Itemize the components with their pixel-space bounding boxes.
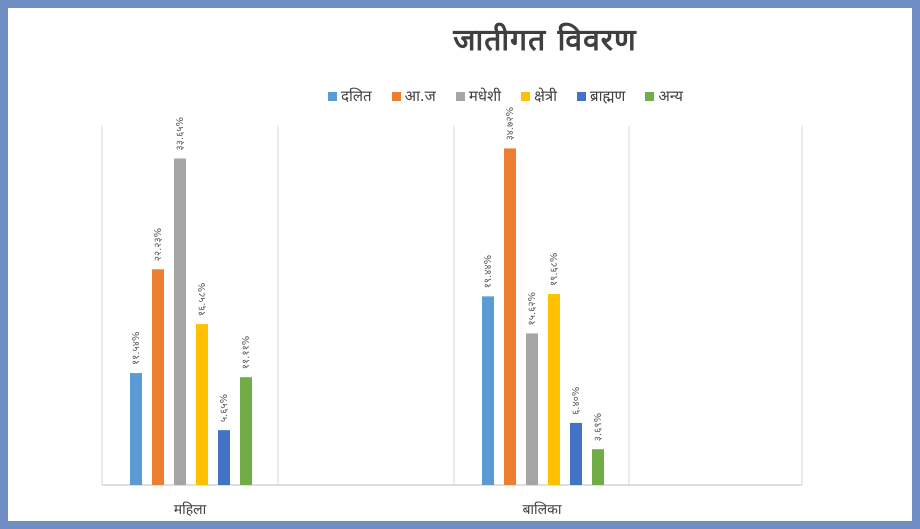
bar	[130, 373, 142, 485]
chart-title: जातीगत विवरण	[453, 23, 637, 58]
chart-frame: जातीगत विवरण दलित आ.ज मधेशी क्षेत्री ब्राह्म…	[8, 8, 912, 521]
bar	[570, 422, 582, 485]
legend-label: आ.ज	[404, 87, 436, 105]
legend-item: क्षेत्री	[521, 86, 557, 106]
bar	[482, 296, 494, 485]
data-label: १९.६८%	[549, 253, 560, 286]
data-label: ३.६९%	[593, 413, 604, 441]
legend-item: मधेशी	[455, 86, 502, 106]
data-label: ५.६५%	[219, 394, 230, 422]
legend-label: दलित	[341, 87, 372, 105]
legend-item: दलित	[328, 86, 372, 106]
data-label: १५.६२%	[527, 292, 538, 325]
legend-label: क्षेत्री	[534, 87, 558, 105]
bar	[152, 269, 164, 485]
legend-swatch	[391, 91, 401, 101]
legend-label: अन्य	[658, 87, 683, 105]
legend-swatch	[455, 91, 465, 101]
bar	[218, 430, 230, 485]
legend-item: आ.ज	[391, 86, 436, 106]
data-label: ३३.६५%	[175, 117, 186, 150]
data-label: ११.५४%	[131, 332, 142, 365]
bar	[504, 148, 516, 485]
legend-label: मधेशी	[468, 87, 502, 105]
legend-label: ब्राह्मण	[590, 87, 626, 105]
bar	[548, 294, 560, 485]
data-label: २२.२३%	[153, 228, 164, 261]
bar	[196, 324, 208, 485]
data-label: १६.५८%	[197, 283, 208, 316]
legend-swatch	[521, 91, 531, 101]
data-label: ३४.७२%	[505, 107, 516, 140]
bar-chart: ११.५४% १९.४४% २२.२३% ३४.७२% ३३.६५% १५.६२% १६.५…	[101, 107, 803, 518]
data-label: १९.४४%	[483, 255, 494, 288]
legend-item: अन्य	[645, 86, 683, 106]
legend-swatch	[577, 91, 587, 101]
data-label: ११.११%	[241, 336, 252, 369]
legend-swatch	[645, 91, 655, 101]
data-label: ६.४०%	[571, 387, 582, 415]
bar	[240, 377, 252, 485]
bar	[526, 333, 538, 485]
bar	[592, 449, 604, 485]
bar	[174, 158, 186, 485]
x-tick-label: बालिका	[522, 501, 561, 518]
x-tick-label: महिला	[174, 501, 207, 518]
legend-swatch	[328, 91, 337, 101]
legend-item: ब्राह्मण	[577, 86, 625, 106]
chart-legend: दलित आ.ज मधेशी क्षेत्री ब्राह्मण अन्य	[328, 86, 683, 106]
